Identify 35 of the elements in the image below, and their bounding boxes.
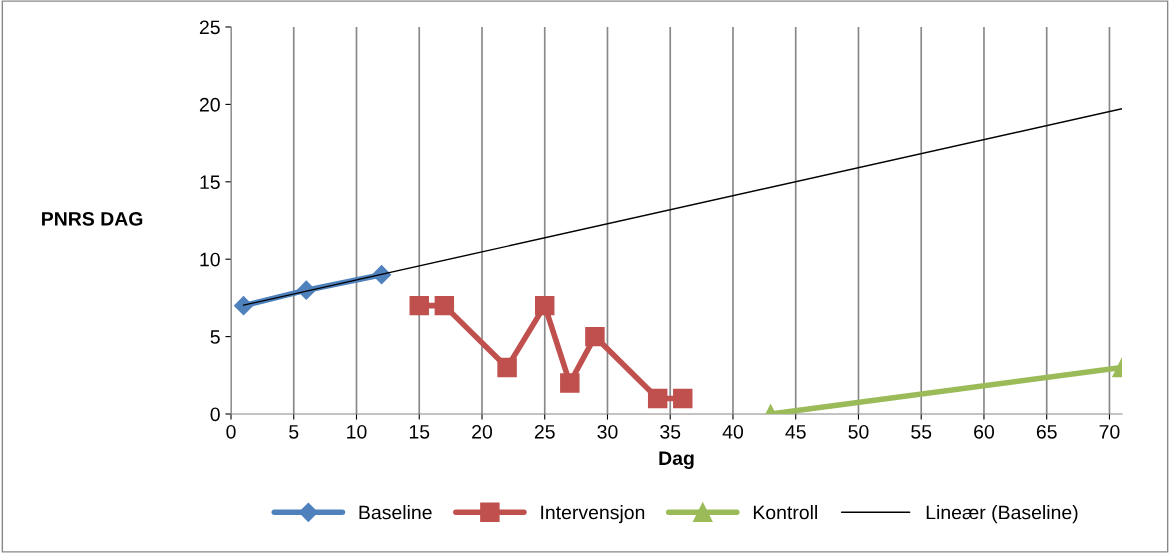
x-tick-label: 10 bbox=[347, 424, 367, 439]
x-axis-title: Dag bbox=[659, 451, 694, 469]
x-tick-label: 0 bbox=[226, 424, 236, 439]
x-tick-label: 5 bbox=[289, 425, 299, 439]
x-tick-label: 65 bbox=[1036, 424, 1057, 439]
legend-label: Kontroll bbox=[753, 505, 817, 520]
legend-label: Intervensjon bbox=[541, 505, 645, 524]
y-axis-title: PNRS DAG bbox=[42, 211, 143, 226]
x-tick-label: 20 bbox=[472, 424, 493, 439]
x-tick-label: 25 bbox=[534, 424, 555, 439]
x-tick-label: 40 bbox=[722, 424, 744, 439]
x-tick-label: 50 bbox=[848, 424, 869, 439]
y-tick-label: 0 bbox=[210, 407, 220, 422]
legend-label: Lineær (Baseline) bbox=[926, 505, 1078, 524]
point bbox=[497, 357, 517, 378]
x-tick-label: 70 bbox=[1099, 424, 1120, 439]
y-tick-label: 15 bbox=[200, 175, 220, 190]
point bbox=[673, 388, 693, 409]
y-tick-label: 20 bbox=[199, 97, 220, 112]
y-tick-label: 5 bbox=[210, 330, 220, 344]
y-tick-label: 10 bbox=[200, 252, 220, 267]
legend-label: Baseline bbox=[359, 505, 432, 520]
point bbox=[535, 295, 555, 316]
x-tick-label: 30 bbox=[597, 424, 618, 439]
point bbox=[560, 373, 580, 393]
point bbox=[409, 295, 429, 316]
x-tick-label: 60 bbox=[974, 424, 995, 439]
point bbox=[647, 388, 668, 409]
y-tick-label: 25 bbox=[199, 20, 220, 35]
x-tick-label: 45 bbox=[785, 425, 806, 439]
point bbox=[434, 295, 455, 316]
x-tick-label: 15 bbox=[409, 425, 430, 439]
x-tick-label: 55 bbox=[911, 425, 932, 439]
x-tick-label: 35 bbox=[660, 424, 681, 439]
point bbox=[585, 326, 605, 347]
